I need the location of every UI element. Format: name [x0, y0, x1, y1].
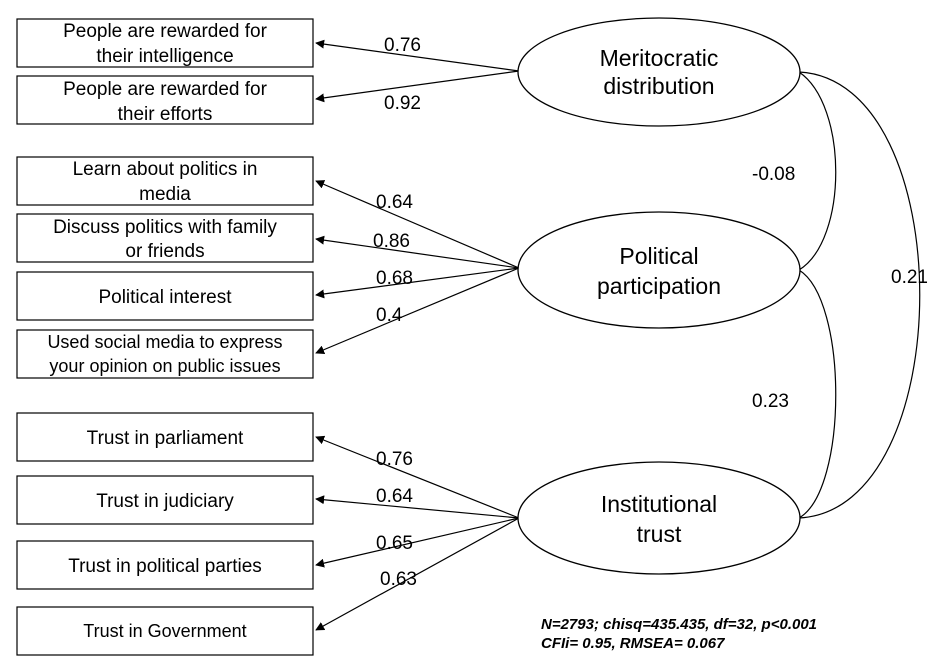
indicator-label: Trust in judiciary [96, 491, 234, 512]
indicator-intelligence: People are rewarded for their intelligen… [16, 18, 314, 68]
latent-label: trust [637, 521, 682, 547]
path-media [315, 180, 520, 269]
indicator-label: your opinion on public issues [49, 356, 280, 376]
fit-stats-line-2: CFIi= 0.95, RMSEA= 0.067 [541, 635, 725, 652]
indicator-label: Political interest [98, 287, 232, 308]
loading-government: 0.63 [380, 569, 417, 590]
loading-parties: 0.65 [376, 533, 413, 554]
latent-label: Political [619, 243, 698, 269]
latent-participation: Political participation [517, 211, 801, 329]
correlation-curves [798, 71, 921, 519]
indicator-label: Discuss politics with family [53, 217, 277, 238]
loading-interest: 0.68 [376, 268, 413, 289]
path-social [315, 267, 520, 355]
loading-judiciary: 0.64 [376, 486, 413, 507]
path-government [315, 517, 520, 631]
correlation-labels: -0.08 0.23 0.21 [752, 164, 928, 412]
indicator-label: media [139, 184, 191, 205]
indicator-label: People are rewarded for [63, 79, 268, 100]
corr-curve-meritocratic-participation [798, 71, 837, 271]
indicator-social: Used social media to express your opinio… [16, 329, 314, 379]
indicator-interest: Political interest [16, 271, 314, 321]
latent-label: Institutional [601, 491, 717, 517]
loading-social: 0.4 [376, 305, 403, 326]
path-parties [315, 517, 520, 568]
indicator-label: their efforts [118, 104, 213, 125]
indicator-media: Learn about politics in media [16, 156, 314, 206]
corr-curve-meritocratic-trust [798, 71, 921, 519]
latent-trust: Institutional trust [517, 461, 801, 575]
indicator-label: People are rewarded for [63, 21, 268, 42]
latent-label: Meritocratic [600, 45, 719, 71]
path-judiciary [315, 495, 520, 519]
loading-paths [315, 39, 520, 631]
path-parliament [315, 435, 520, 519]
latent-meritocratic: Meritocratic distribution [517, 17, 801, 127]
fit-statistics: N=2793; chisq=435.435, df=32, p<0.001 CF… [541, 616, 817, 652]
loading-labels: 0.76 0.92 0.64 0.86 0.68 0.4 0.76 0.64 0… [373, 35, 421, 590]
loading-efforts: 0.92 [384, 93, 421, 114]
loading-discuss: 0.86 [373, 231, 410, 252]
loading-intelligence: 0.76 [384, 35, 421, 56]
latent-label: distribution [603, 73, 714, 99]
indicator-parliament: Trust in parliament [16, 412, 314, 462]
indicator-judiciary: Trust in judiciary [16, 475, 314, 525]
corr-curve-participation-trust [798, 269, 837, 519]
path-interest [315, 267, 520, 299]
indicator-discuss: Discuss politics with family or friends [16, 213, 314, 263]
indicator-label: Learn about politics in [73, 159, 258, 180]
indicator-label: Used social media to express [47, 332, 282, 352]
corr-meritocratic-trust: 0.21 [891, 267, 928, 288]
indicator-label: Trust in political parties [68, 556, 262, 577]
indicator-label: or friends [125, 241, 204, 262]
indicator-label: Trust in Government [83, 621, 246, 641]
path-intelligence [315, 39, 520, 72]
latent-label: participation [597, 273, 721, 299]
path-efforts [315, 70, 520, 103]
path-discuss [315, 235, 520, 269]
indicator-label: Trust in parliament [87, 428, 244, 449]
indicator-parties: Trust in political parties [16, 540, 314, 590]
indicator-label: their intelligence [96, 46, 233, 67]
corr-participation-trust: 0.23 [752, 391, 789, 412]
indicator-efforts: People are rewarded for their efforts [16, 75, 314, 125]
loading-media: 0.64 [376, 192, 413, 213]
fit-stats-line-1: N=2793; chisq=435.435, df=32, p<0.001 [541, 616, 817, 633]
loading-parliament: 0.76 [376, 449, 413, 470]
indicator-government: Trust in Government [16, 606, 314, 656]
corr-meritocratic-participation: -0.08 [752, 164, 795, 185]
